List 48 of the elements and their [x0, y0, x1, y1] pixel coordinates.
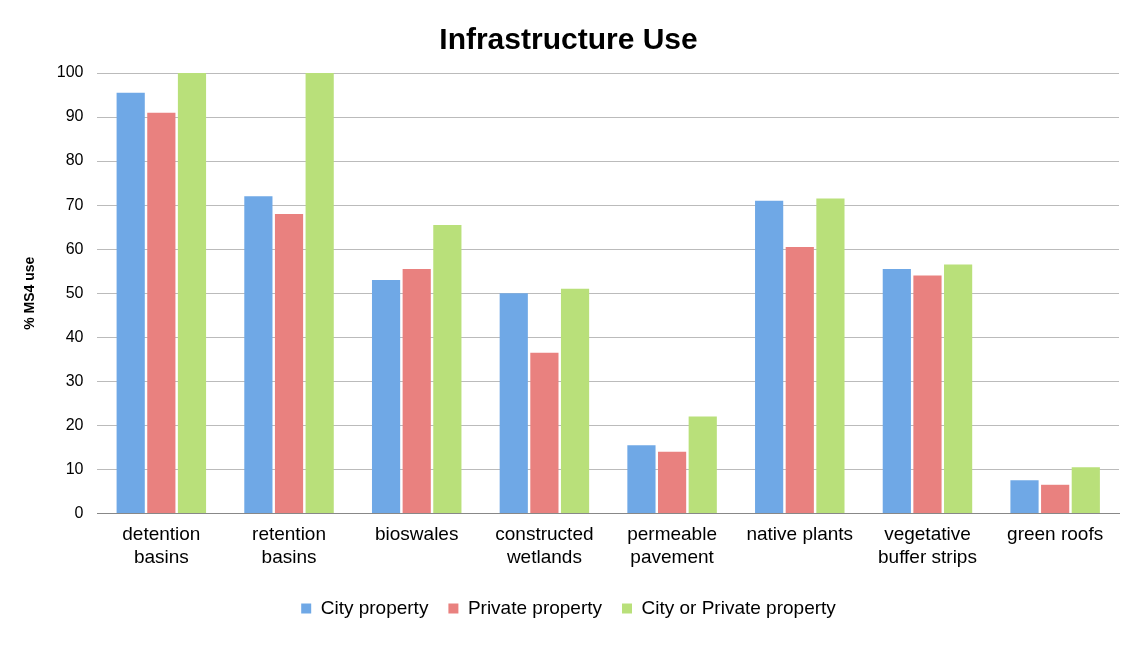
bar — [688, 416, 717, 513]
bar — [944, 264, 973, 513]
bar — [305, 73, 334, 513]
y-tick-label: 40 — [65, 327, 84, 345]
chart-title: Infrastructure Use — [439, 22, 698, 56]
bar — [147, 112, 176, 513]
bar — [785, 246, 814, 513]
x-tick-label: constructed wetlands — [495, 523, 594, 567]
bar — [244, 196, 273, 513]
bar — [1041, 484, 1070, 513]
x-tick-label: vegetative buffer strips — [878, 523, 977, 567]
bar — [116, 92, 145, 513]
bar — [913, 275, 942, 513]
y-tick-label: 90 — [65, 107, 84, 125]
y-axis-title: % MS4 use — [21, 256, 38, 330]
bar — [658, 451, 687, 513]
bar — [371, 279, 401, 513]
bar — [402, 268, 431, 513]
y-tick-label: 20 — [65, 415, 84, 433]
y-tick-label: 80 — [65, 151, 84, 169]
bar — [816, 198, 845, 513]
bar — [433, 224, 462, 513]
bar — [1010, 480, 1039, 513]
bar — [627, 445, 656, 513]
bar — [560, 288, 590, 513]
bar — [177, 73, 207, 513]
y-tick-label: 0 — [74, 503, 84, 521]
y-tick-label: 30 — [65, 371, 84, 389]
x-tick-label: detention basins — [122, 523, 201, 567]
x-tick-label: bioswales — [375, 523, 459, 545]
bar — [499, 293, 528, 513]
legend-label: City property — [320, 596, 429, 618]
y-tick-label: 10 — [65, 459, 84, 477]
legend-label: Private property — [467, 596, 603, 618]
x-tick-label: permeable pavement — [627, 523, 717, 567]
bar — [1071, 467, 1100, 513]
y-tick-label: 60 — [65, 239, 84, 257]
bar — [530, 352, 559, 513]
x-tick-label: green roofs — [1007, 523, 1104, 545]
legend-label: City or Private property — [641, 596, 837, 618]
x-tick-label: retention basins — [252, 523, 326, 567]
y-tick-label: 50 — [65, 283, 84, 301]
bar — [274, 213, 304, 513]
bar — [755, 200, 784, 513]
bar — [882, 268, 911, 513]
y-tick-label: 70 — [65, 195, 84, 213]
y-tick-label: 100 — [56, 63, 84, 81]
x-tick-label: native plants — [746, 523, 854, 545]
